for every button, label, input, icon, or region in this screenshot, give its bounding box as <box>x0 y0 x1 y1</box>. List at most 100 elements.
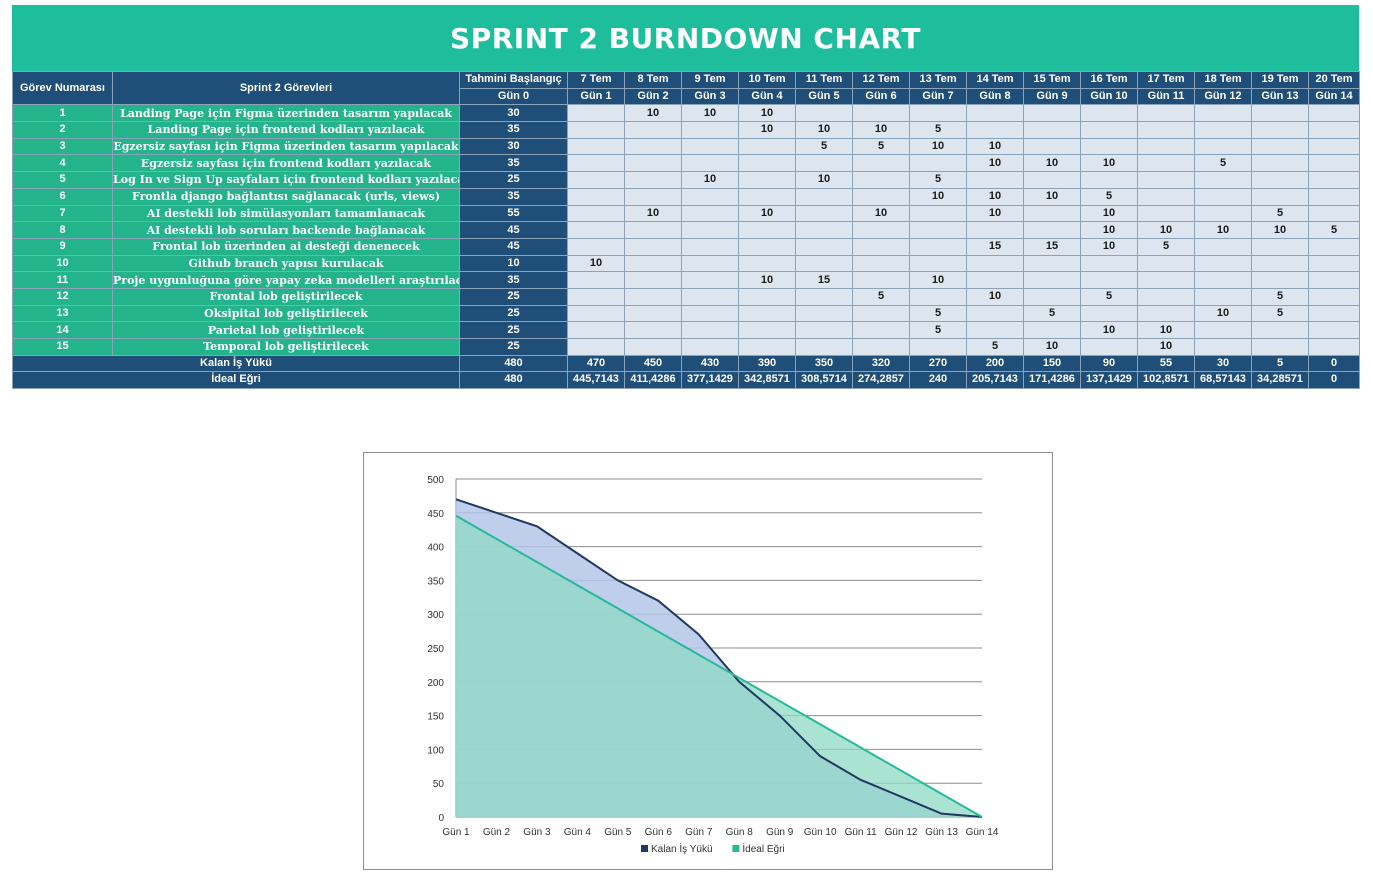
task-day-cell: 10 <box>1080 221 1138 239</box>
header-date: 11 Tem <box>795 71 853 89</box>
task-day-cell <box>567 121 625 139</box>
task-day-cell <box>852 338 910 356</box>
task-day-cell <box>681 254 739 273</box>
task-day-cell <box>567 187 625 206</box>
x-tick-label: Gün 11 <box>845 827 877 838</box>
task-day-cell <box>681 304 739 323</box>
task-day-cell: 15 <box>966 237 1024 256</box>
task-row: 1 Landing Page için Figma üzerinden tasar… <box>12 104 1360 123</box>
task-day-cell <box>681 121 739 139</box>
task-day-cell <box>681 204 739 223</box>
task-day-cell <box>567 304 625 323</box>
task-day-cell: 10 <box>966 137 1024 156</box>
task-day-cell <box>966 104 1024 123</box>
burndown-chart: 0 50 100 150 200 250 300 350 400 450 500 Gün 1 Gün 2… <box>363 452 1053 870</box>
task-day-cell <box>852 171 910 189</box>
task-day-cell: 5 <box>966 338 1024 356</box>
task-day-cell <box>852 154 910 173</box>
task-day-cell <box>1023 104 1081 123</box>
ideal-curve-value: 34,28571 <box>1251 371 1309 389</box>
task-day-cell <box>1251 254 1309 273</box>
task-estimate: 55 <box>459 204 568 223</box>
task-day-cell: 5 <box>1251 304 1309 323</box>
chart-canvas: 0 50 100 150 200 250 300 350 400 450 500 Gün 1 Gün 2… <box>427 475 999 855</box>
task-day-cell <box>852 304 910 323</box>
task-day-cell: 10 <box>1080 237 1138 256</box>
task-row: 12 Frontal lob geliştirilecek 25 5 10 5 5 <box>12 287 1360 306</box>
task-day-cell <box>1308 321 1360 339</box>
task-day-cell <box>624 321 682 339</box>
task-day-cell: 5 <box>1080 187 1138 206</box>
header-date: 18 Tem <box>1194 71 1252 89</box>
task-day-cell: 5 <box>1251 204 1309 223</box>
task-day-cell <box>1194 338 1252 356</box>
x-tick-label: Gün 3 <box>523 827 551 838</box>
task-day-cell: 10 <box>624 104 682 123</box>
ideal-curve-value: 102,8571 <box>1137 371 1195 389</box>
task-day-cell <box>567 221 625 239</box>
task-day-cell <box>567 237 625 256</box>
task-day-cell: 10 <box>681 104 739 123</box>
task-day-cell <box>1023 321 1081 339</box>
task-day-cell: 10 <box>1251 221 1309 239</box>
task-rows: 1 Landing Page için Figma üzerinden tasar… <box>12 104 1360 356</box>
header-date: 9 Tem <box>681 71 739 89</box>
remaining-work-label: Kalan İş Yükü <box>12 354 460 373</box>
task-day-cell: 5 <box>909 304 967 323</box>
task-day-cell <box>738 137 796 156</box>
task-day-cell <box>1137 271 1195 289</box>
task-day-cell <box>681 137 739 156</box>
task-day-cell <box>852 254 910 273</box>
task-day-cell <box>852 221 910 239</box>
task-day-cell <box>1251 338 1309 356</box>
x-tick-label: Gün 13 <box>925 827 958 838</box>
x-tick-label: Gün 14 <box>966 827 999 838</box>
task-day-cell <box>567 171 625 189</box>
header-day-zero: Gün 0 <box>459 87 568 106</box>
task-day-cell: 10 <box>852 121 910 139</box>
y-tick-label: 300 <box>427 610 444 621</box>
task-day-cell: 10 <box>909 187 967 206</box>
task-day-cell <box>966 221 1024 239</box>
remaining-work-row: Kalan İş Yükü 480 470 450 430 390 350 32… <box>12 354 1360 373</box>
remaining-work-value: 390 <box>738 354 796 373</box>
task-day-cell <box>624 271 682 289</box>
task-day-cell <box>567 271 625 289</box>
task-day-cell: 10 <box>795 121 853 139</box>
task-day-cell <box>738 338 796 356</box>
task-day-cell: 5 <box>795 137 853 156</box>
task-day-cell: 10 <box>852 204 910 223</box>
y-tick-label: 350 <box>427 576 444 587</box>
task-day-cell <box>1137 121 1195 139</box>
header-day: Gün 14 <box>1308 87 1360 106</box>
task-day-cell: 10 <box>738 271 796 289</box>
task-day-cell <box>738 287 796 306</box>
task-day-cell <box>1080 171 1138 189</box>
task-day-cell: 5 <box>1308 221 1360 239</box>
ideal-curve-value: 342,8571 <box>738 371 796 389</box>
task-estimate: 25 <box>459 304 568 323</box>
y-tick-label: 200 <box>427 678 444 689</box>
ideal-curve-label: İdeal Eğri <box>12 371 460 389</box>
task-row: 4 Egzersiz sayfası için frontend kodları … <box>12 154 1360 173</box>
task-day-cell: 10 <box>1023 338 1081 356</box>
task-day-cell <box>1251 271 1309 289</box>
task-day-cell: 10 <box>1080 321 1138 339</box>
header-task-number: Görev Numarası <box>12 70 113 106</box>
task-day-cell: 10 <box>1194 304 1252 323</box>
task-day-cell: 10 <box>909 271 967 289</box>
task-day-cell <box>966 321 1024 339</box>
task-day-cell <box>1194 187 1252 206</box>
task-day-cell <box>1194 321 1252 339</box>
task-day-cell <box>795 304 853 323</box>
task-day-cell: 10 <box>738 121 796 139</box>
task-name: AI destekli lob soruları backende bağlan… <box>112 221 460 239</box>
header-day: Gün 8 <box>966 87 1024 106</box>
task-day-cell: 10 <box>1023 154 1081 173</box>
task-day-cell <box>1194 271 1252 289</box>
task-day-cell <box>795 237 853 256</box>
header-day: Gün 3 <box>681 87 739 106</box>
task-number: 8 <box>12 221 113 239</box>
x-tick-label: Gün 6 <box>645 827 673 838</box>
task-day-cell <box>966 271 1024 289</box>
